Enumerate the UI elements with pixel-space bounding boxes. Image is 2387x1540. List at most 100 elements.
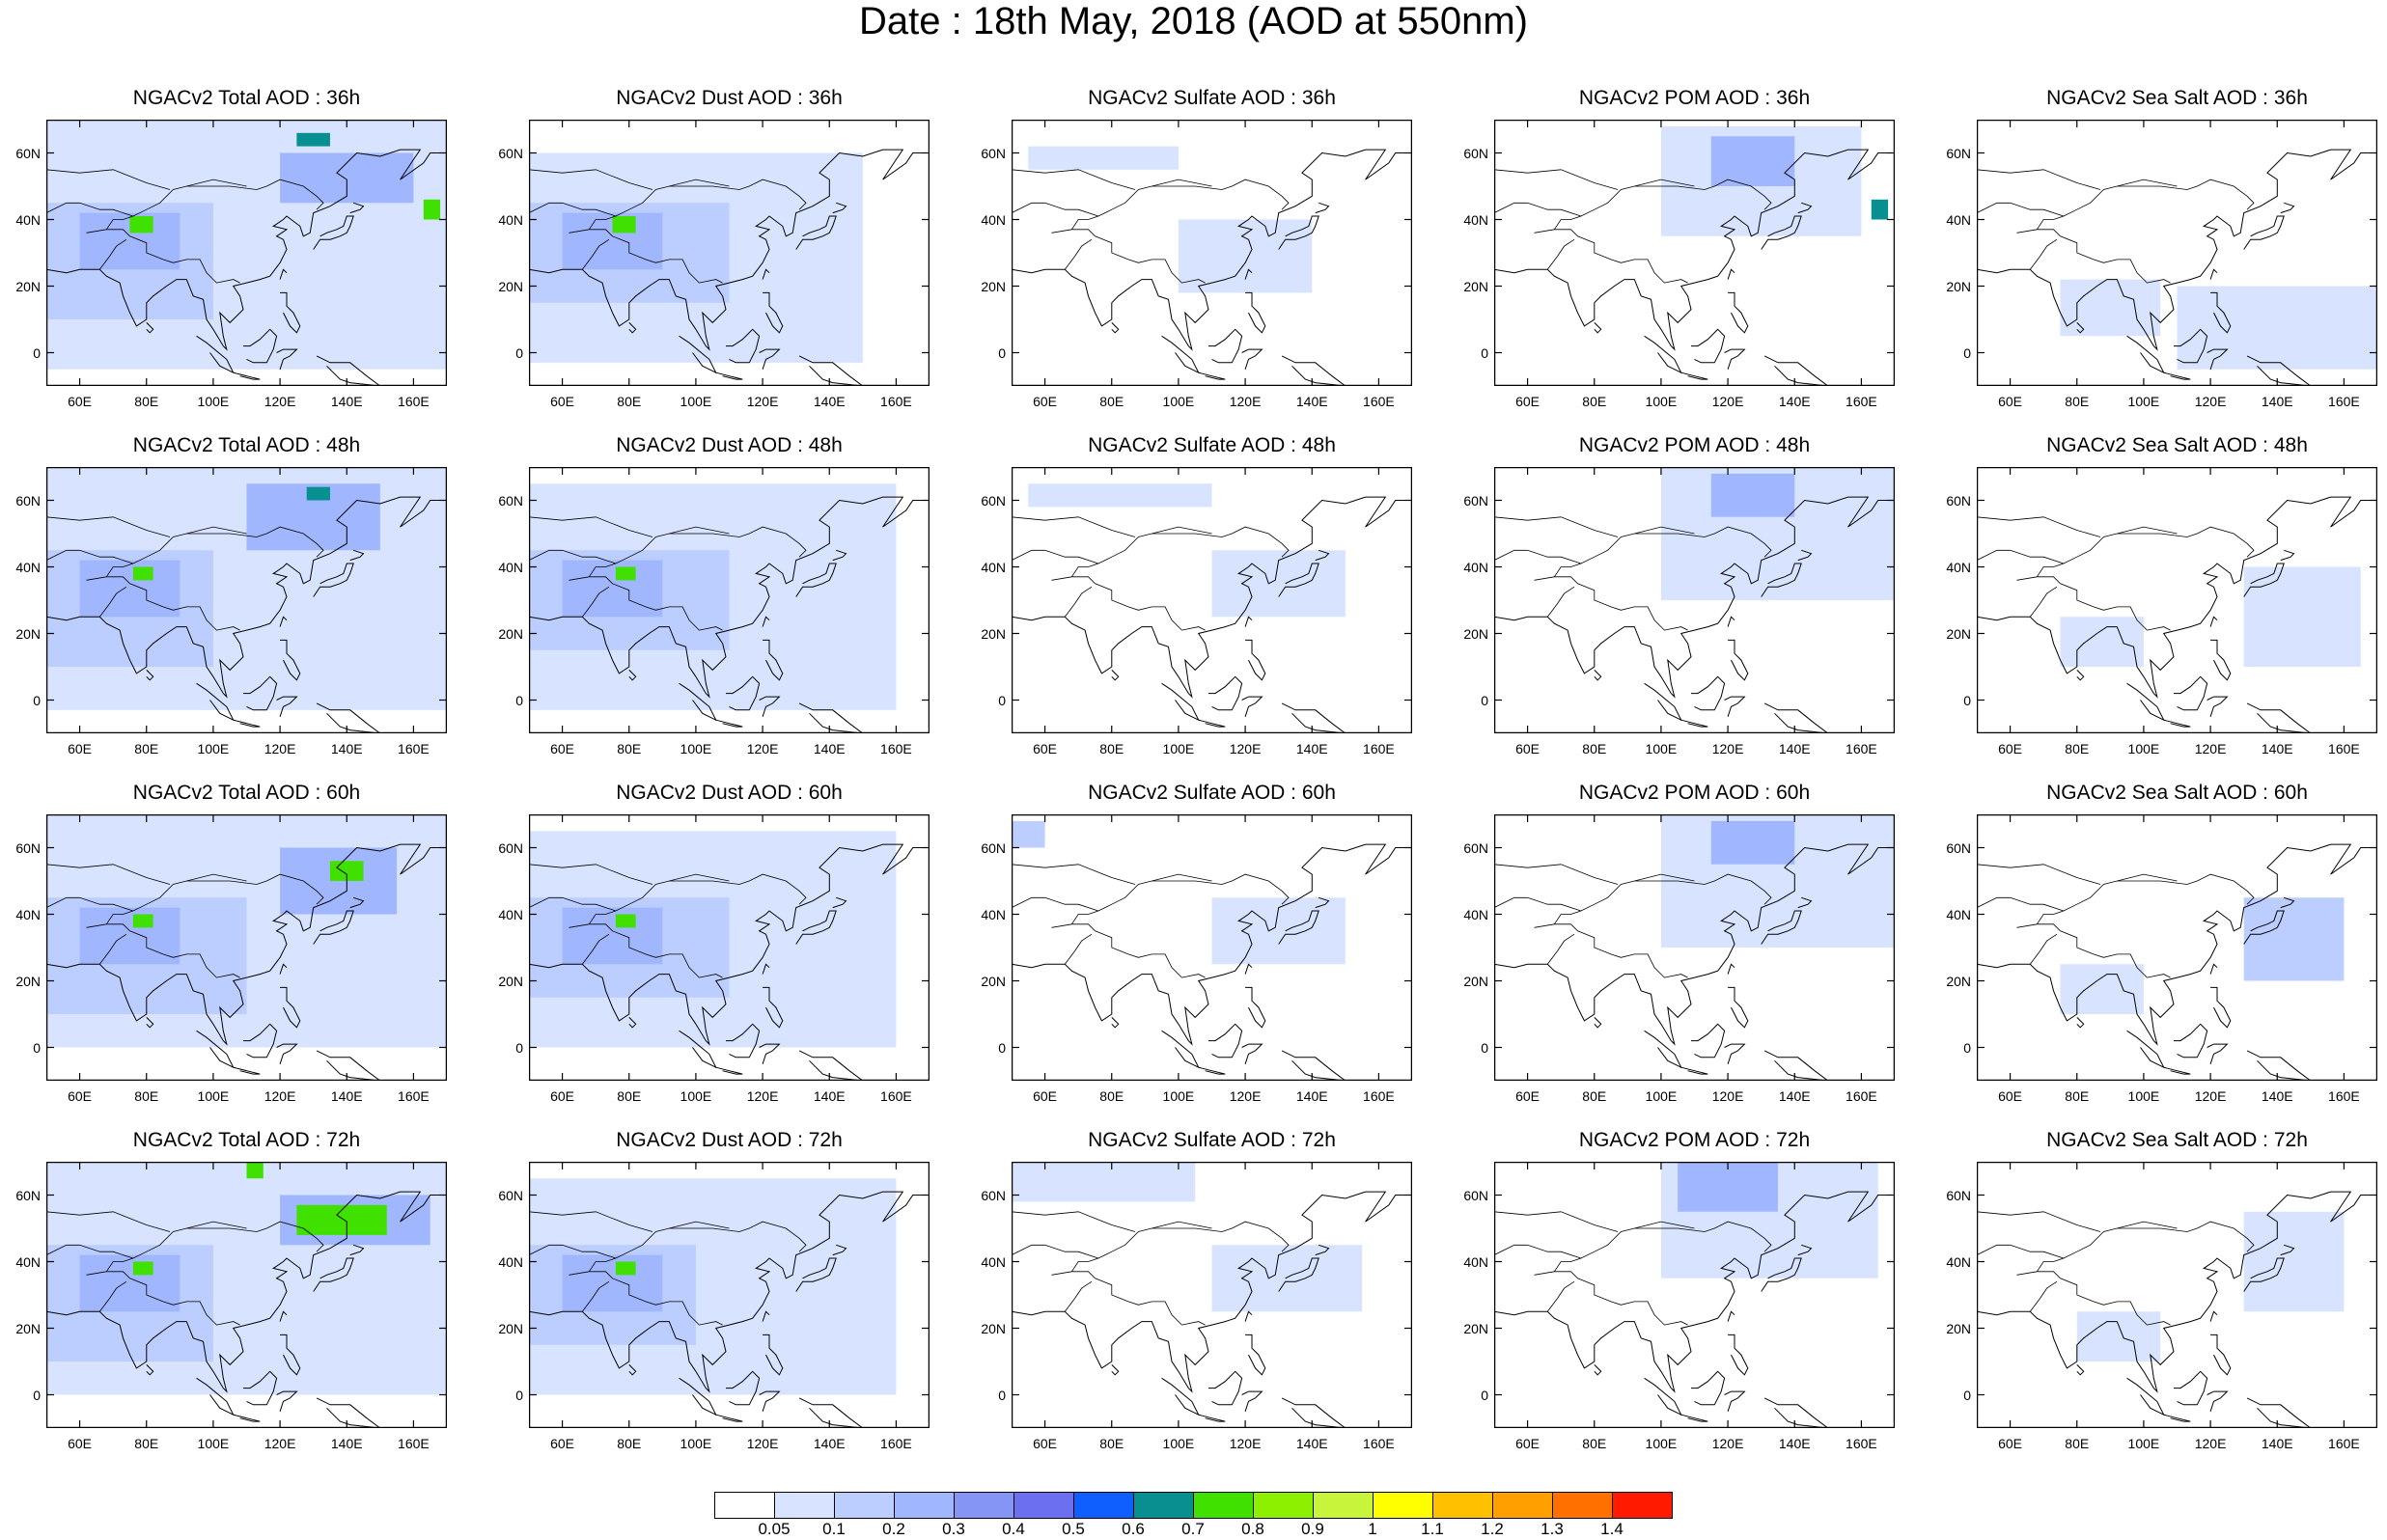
x-tick-label: 60E xyxy=(1998,1088,2023,1104)
colorbar-label: 0.3 xyxy=(942,1520,965,1538)
colorbar-swatch xyxy=(1432,1492,1493,1519)
country-border xyxy=(1494,896,1582,912)
panel-title: NGACv2 Sea Salt AOD : 72h xyxy=(2046,1129,2308,1151)
coastline xyxy=(1644,682,1682,722)
coastline xyxy=(196,1377,235,1416)
x-tick-label: 80E xyxy=(617,1088,642,1104)
country-border xyxy=(569,229,723,284)
coastline xyxy=(279,963,288,975)
coastline xyxy=(2076,322,2085,334)
coastline xyxy=(1680,1414,1708,1422)
y-tick-label: 60N xyxy=(1946,839,1971,856)
y-tick-label: 0 xyxy=(998,1387,1006,1403)
coastline xyxy=(763,291,784,334)
coastline xyxy=(196,682,235,722)
coastline xyxy=(313,910,354,945)
aod-region xyxy=(79,1254,180,1312)
country-border xyxy=(46,202,134,217)
country-border xyxy=(669,526,730,535)
x-tick-label: 80E xyxy=(617,1436,642,1451)
coastline xyxy=(1241,348,1263,370)
aod-region xyxy=(1678,1162,1778,1212)
y-tick-label: 40N xyxy=(981,906,1006,922)
map-area xyxy=(1977,814,2377,1081)
x-tick-label: 100E xyxy=(197,741,230,756)
coastline xyxy=(146,1364,154,1376)
coastline xyxy=(1208,1370,1243,1406)
coastline xyxy=(2163,719,2191,728)
country-border xyxy=(1064,238,1093,270)
y-tick-label: 0 xyxy=(1963,1387,1971,1403)
coastline xyxy=(1198,719,1226,728)
x-tick-label: 160E xyxy=(1846,394,1877,409)
aod-region xyxy=(246,1162,264,1179)
map-panel: NGACv2 Sea Salt AOD : 72h 60N 40N 20N 0 60E 80… xyxy=(1930,1042,2387,1451)
coastline xyxy=(679,335,717,374)
y-tick-label: 40N xyxy=(1463,1253,1488,1270)
country-border xyxy=(581,238,610,270)
map-area xyxy=(1494,814,1895,1081)
colorbar xyxy=(714,1492,1673,1519)
coastline xyxy=(1494,843,1895,1046)
coastline xyxy=(349,1244,365,1256)
aod-region xyxy=(79,212,180,270)
map-area xyxy=(1494,120,1895,386)
coastline xyxy=(280,639,301,681)
x-tick-label: 100E xyxy=(2127,741,2160,756)
country-border xyxy=(1494,1244,1582,1259)
y-tick-label: 40N xyxy=(498,1253,523,1270)
coastline xyxy=(1728,291,1749,334)
country-border xyxy=(46,549,134,564)
x-tick-label: 60E xyxy=(68,1088,93,1104)
map-panel: NGACv2 Total AOD : 72h 60N 40N 20N 0 60E 80E 10… xyxy=(0,1042,463,1451)
coastline xyxy=(726,1370,761,1406)
coastline xyxy=(1977,1191,2377,1393)
country-border xyxy=(669,1221,730,1229)
x-tick-label: 60E xyxy=(1033,1436,1058,1451)
map-frame xyxy=(1012,467,1412,733)
coastline xyxy=(196,1030,235,1069)
country-border xyxy=(1494,202,1582,217)
aod-region xyxy=(132,1261,153,1276)
map-area xyxy=(529,1162,930,1428)
map-panel: NGACv2 POM AOD : 72h 60N 40N 20N 0 60E 80E 100E… xyxy=(1448,1042,1911,1451)
country-border xyxy=(105,873,324,925)
panel-title: NGACv2 Sea Salt AOD : 36h xyxy=(2046,87,2308,109)
y-tick-label: 0 xyxy=(1481,692,1488,708)
country-border xyxy=(46,896,134,912)
colorbar-swatch xyxy=(894,1492,955,1519)
x-tick-label: 120E xyxy=(2194,394,2227,409)
y-tick-label: 40N xyxy=(498,906,523,922)
x-tick-label: 160E xyxy=(398,1436,430,1451)
coastline xyxy=(1315,896,1330,909)
x-tick-label: 60E xyxy=(550,741,575,756)
y-tick-label: 0 xyxy=(1963,692,1971,708)
country-border xyxy=(569,923,723,978)
x-tick-label: 160E xyxy=(398,1088,430,1104)
coastline xyxy=(529,149,930,351)
x-tick-label: 140E xyxy=(330,1088,363,1104)
x-tick-label: 120E xyxy=(746,1436,779,1451)
coastline xyxy=(1977,496,2377,699)
coastline xyxy=(316,1050,381,1081)
coastline xyxy=(1245,639,1266,681)
coastline xyxy=(762,963,770,975)
country-border xyxy=(1012,202,1099,217)
country-border xyxy=(1070,526,1290,578)
x-tick-label: 140E xyxy=(1778,394,1811,409)
coastline xyxy=(279,268,288,280)
coastline xyxy=(1691,328,1726,364)
coastline xyxy=(795,563,837,597)
aod-map xyxy=(1977,467,2377,733)
aod-region xyxy=(79,907,180,965)
map-panel: NGACv2 Total AOD : 48h 60N 40N 20N 0 60E 80E 10… xyxy=(0,347,463,756)
x-tick-label: 80E xyxy=(1582,394,1607,409)
y-tick-label: 20N xyxy=(1463,625,1488,642)
coastline xyxy=(233,1414,261,1422)
country-border xyxy=(1051,1271,1206,1326)
y-tick-label: 0 xyxy=(1481,1039,1488,1056)
coastline xyxy=(276,1390,298,1412)
coastline xyxy=(1245,986,1266,1029)
country-border xyxy=(98,586,127,618)
x-tick-label: 120E xyxy=(264,1088,296,1104)
